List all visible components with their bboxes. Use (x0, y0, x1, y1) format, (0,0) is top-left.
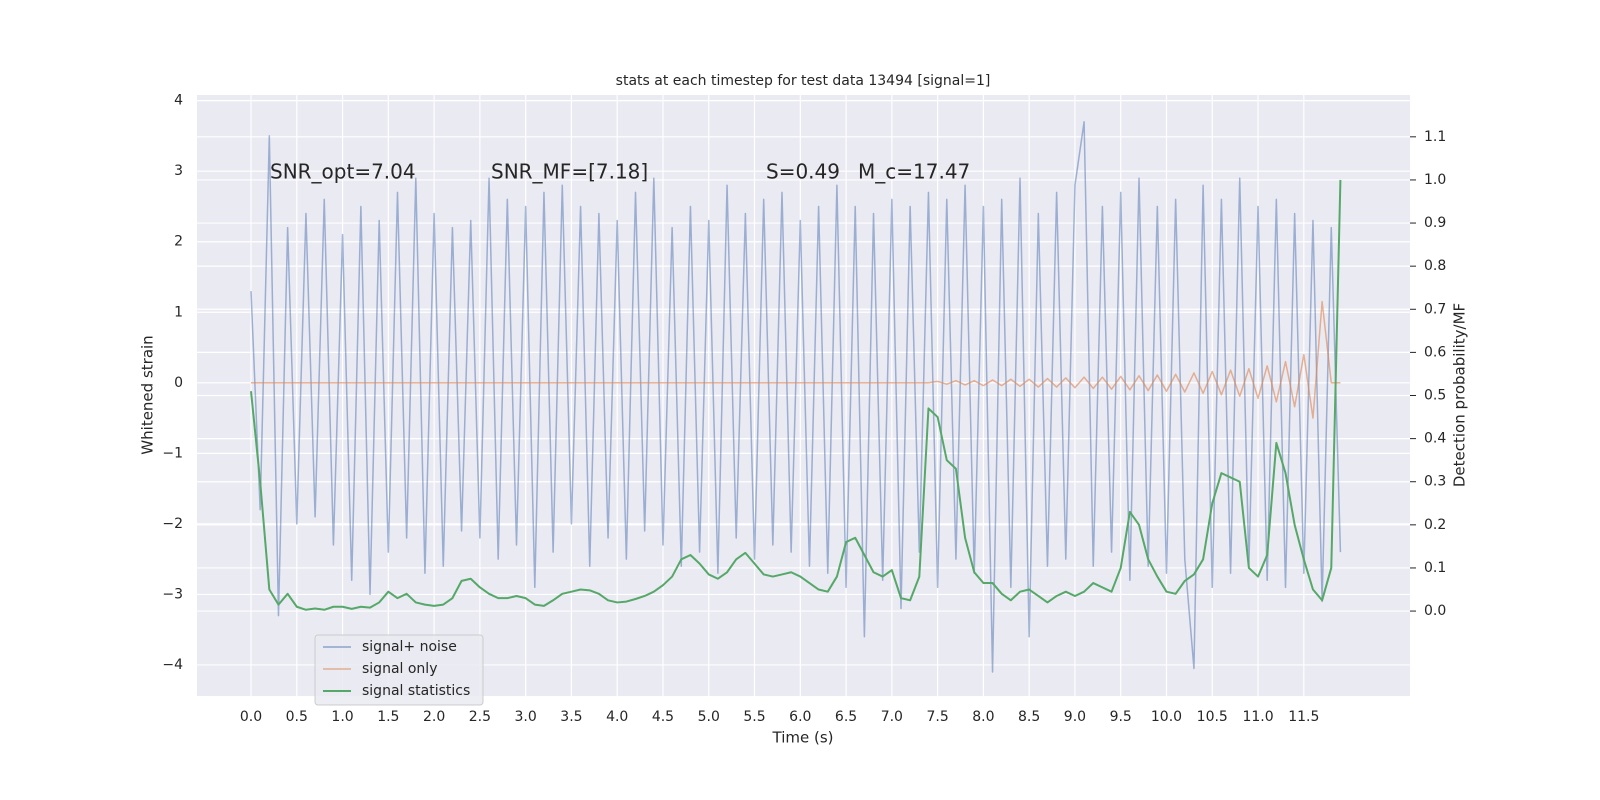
y-tick-label: 4 (174, 93, 183, 109)
y2-tick-label: 0.4 (1424, 431, 1446, 447)
x-tick-label: 2.5 (469, 709, 491, 725)
y-tick-label: −2 (162, 516, 183, 532)
y-tick-label: 0 (174, 375, 183, 391)
x-tick-label: 0.5 (286, 709, 308, 725)
y2-tick-label: 1.0 (1424, 172, 1446, 188)
marks (250, 121, 1342, 673)
x-tick-label: 11.5 (1288, 709, 1319, 725)
annotation: SNR_MF=[7.18] (491, 160, 648, 184)
x-tick-label: 5.0 (698, 709, 720, 725)
series-line (251, 300, 1341, 419)
x-tick-label: 7.0 (881, 709, 903, 725)
y-tick-label: 2 (174, 234, 183, 250)
x-tick-label: 4.5 (652, 709, 674, 725)
y-axis-label: Whitened strain (139, 335, 157, 454)
x-tick-label: 11.0 (1242, 709, 1273, 725)
x-tick-label: 6.0 (789, 709, 811, 725)
annotation: SNR_opt=7.04 (270, 160, 416, 184)
x-tick-label: 5.5 (743, 709, 765, 725)
annotation: M_c=17.47 (858, 160, 970, 184)
y-tick-label: −4 (162, 657, 183, 673)
y2-tick-label: 0.2 (1424, 517, 1446, 533)
legend-label: signal statistics (362, 683, 470, 699)
y-tick-label: −3 (162, 586, 183, 602)
y2-tick-label: 1.1 (1424, 129, 1446, 145)
x-tick-label: 3.0 (515, 709, 537, 725)
x-tick-label: 1.5 (377, 709, 399, 725)
x-tick-label: 10.0 (1151, 709, 1182, 725)
y2-axis-label: Detection probability/MF (1451, 303, 1469, 487)
y2-tick-label: 0.8 (1424, 258, 1446, 274)
x-tick-label: 3.5 (560, 709, 582, 725)
annotation: S=0.49 (766, 160, 840, 184)
x-tick-label: 2.0 (423, 709, 445, 725)
legend (314, 634, 484, 706)
x-tick-label: 8.0 (972, 709, 994, 725)
y-tick-label: −1 (162, 445, 183, 461)
x-tick-label: 0.0 (240, 709, 262, 725)
y2-tick-label: 0.1 (1424, 560, 1446, 576)
x-tick-label: 10.5 (1197, 709, 1228, 725)
series-line (250, 179, 1342, 611)
y-tick-label: 1 (174, 304, 183, 320)
legend-label: signal+ noise (362, 639, 457, 655)
x-tick-label: 7.5 (926, 709, 948, 725)
x-tick-label: 8.5 (1018, 709, 1040, 725)
y2-tick-label: 0.0 (1424, 603, 1446, 619)
x-tick-label: 4.0 (606, 709, 628, 725)
legend-label: signal only (362, 661, 437, 677)
y2-tick-label: 0.7 (1424, 301, 1446, 317)
y-tick-label: 3 (174, 163, 183, 179)
series-line (250, 121, 1342, 673)
x-tick-label: 9.0 (1064, 709, 1086, 725)
x-tick-label: 6.5 (835, 709, 857, 725)
y2-tick-label: 0.6 (1424, 344, 1446, 360)
y2-tick-label: 0.9 (1424, 215, 1446, 231)
labels: 0.0 0.5 1.0 1.5 2.0 2.5 3.0 3.5 4.0 4.5 5.0 5.5 6.0 6… (162, 93, 1446, 725)
chart-title: stats at each timestep for test data 134… (616, 73, 991, 89)
x-axis-label: Time (s) (772, 729, 834, 747)
y2-tick-label: 0.5 (1424, 388, 1446, 404)
x-tick-label: 1.0 (331, 709, 353, 725)
y2-tick-label: 0.3 (1424, 474, 1446, 490)
x-tick-label: 9.5 (1110, 709, 1132, 725)
